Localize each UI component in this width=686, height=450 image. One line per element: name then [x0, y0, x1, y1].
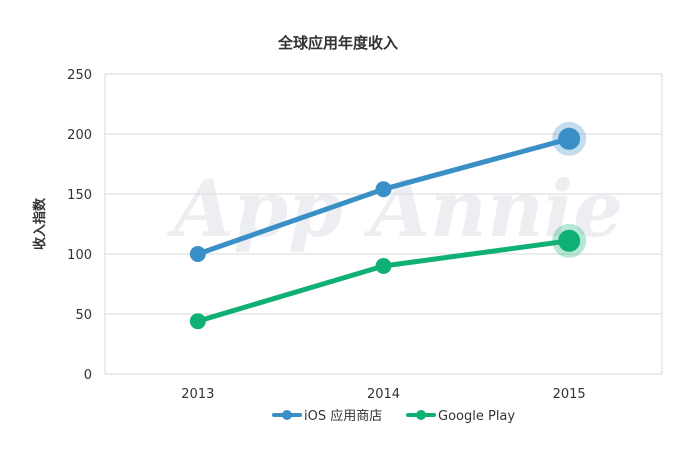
y-tick-label-200: 200 — [67, 128, 92, 143]
y-axis-label: 收入指数 — [32, 197, 48, 250]
y-tick-label-100: 100 — [67, 248, 92, 263]
series-1-point-1[interactable] — [375, 258, 392, 274]
y-tick-label-0: 0 — [84, 368, 92, 383]
y-tick-label-150: 150 — [67, 188, 92, 203]
series-0-point-0[interactable] — [189, 246, 206, 262]
x-tick-label-2015: 2015 — [553, 387, 586, 402]
legend-item-1[interactable]: Google Play — [406, 409, 515, 424]
series-0-point-2[interactable] — [558, 127, 581, 150]
y-tick-label-250: 250 — [67, 68, 92, 83]
chart-title: 全球应用年度收入 — [277, 34, 398, 52]
series-1-point-2[interactable] — [558, 229, 581, 252]
legend-label: Google Play — [438, 409, 515, 424]
series-0-point-1[interactable] — [375, 181, 392, 198]
legend-swatch-dot — [416, 410, 426, 420]
legend-item-0[interactable]: iOS 应用商店 — [272, 408, 382, 424]
x-tick-label-2014: 2014 — [367, 387, 400, 402]
x-tick-label-2013: 2013 — [181, 387, 214, 402]
legend-swatch-dot — [282, 410, 292, 420]
legend-label: iOS 应用商店 — [304, 408, 382, 424]
series-1-point-0[interactable] — [189, 313, 206, 330]
y-tick-label-50: 50 — [75, 308, 92, 323]
